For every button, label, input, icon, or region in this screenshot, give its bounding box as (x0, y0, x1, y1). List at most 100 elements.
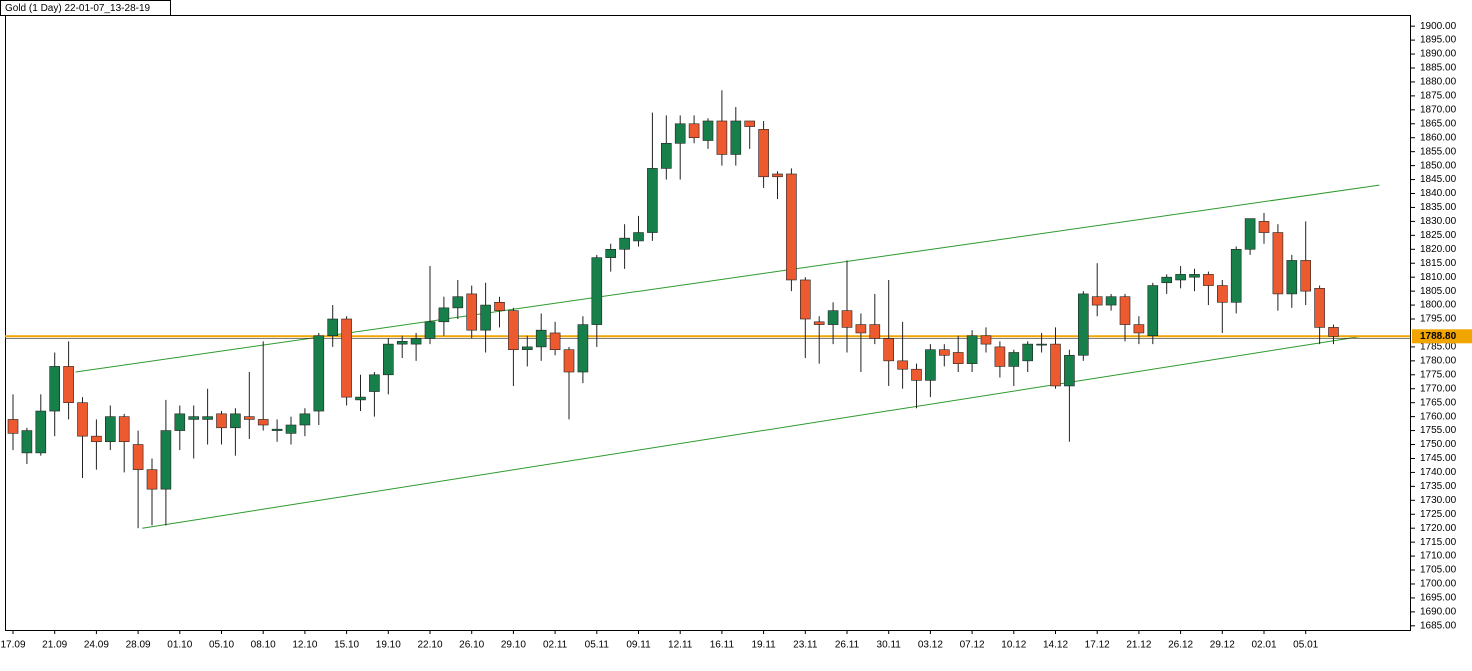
x-tick-label: 08.10 (251, 640, 276, 651)
candle-body (1119, 296, 1131, 325)
candle-body (521, 346, 533, 350)
candle-body (688, 123, 700, 139)
candle-body (1328, 327, 1339, 337)
y-tick-label: 1835.00 (1420, 202, 1457, 213)
candle-body (1272, 232, 1284, 295)
title-box (0, 0, 171, 16)
candle-body (424, 321, 436, 339)
x-tick-label: 12.11 (668, 640, 693, 651)
candle-body (535, 329, 547, 348)
candle-body (674, 123, 686, 144)
y-tick-label: 1710.00 (1420, 551, 1457, 562)
chart-title: Gold (1 Day) 22-01-07_13-28-19 (5, 3, 151, 14)
x-tick-label: 26.12 (1168, 640, 1193, 651)
candle-body (647, 168, 658, 233)
x-tick-label: 05.01 (1293, 640, 1318, 651)
candle-body (911, 368, 922, 381)
candle-body (132, 444, 144, 470)
x-tick-label: 26.11 (835, 640, 860, 651)
candle-body (1036, 343, 1047, 346)
candle-body (91, 435, 102, 443)
candle-body (619, 237, 630, 250)
x-tick-label: 19.10 (376, 640, 401, 651)
y-tick-label: 1785.00 (1420, 342, 1457, 353)
candle-body (1078, 293, 1089, 356)
candle-body (758, 129, 769, 178)
candle-body (1050, 343, 1061, 387)
candle-body (105, 416, 116, 443)
candle-body (841, 310, 853, 328)
candle-body (813, 321, 825, 325)
candle-body (786, 173, 797, 281)
candle-body (271, 428, 283, 431)
candle-body (438, 307, 450, 323)
last-price-tag (1412, 329, 1472, 344)
candle-body (938, 349, 950, 356)
candle-body (216, 413, 227, 429)
y-tick-label: 1820.00 (1420, 244, 1457, 255)
x-tick-label: 19.11 (751, 640, 776, 651)
candle-body (549, 332, 561, 350)
trend-line (75, 184, 1380, 373)
y-tick-label: 1870.00 (1420, 104, 1457, 115)
candle-body (160, 430, 172, 490)
x-tick-label: 12.10 (292, 640, 317, 651)
candle-body (591, 257, 603, 325)
candle-body (21, 430, 33, 454)
y-tick-label: 1865.00 (1420, 118, 1457, 129)
y-tick-label: 1735.00 (1420, 481, 1457, 492)
candle-body (63, 366, 74, 403)
y-tick-label: 1860.00 (1420, 132, 1457, 143)
y-tick-label: 1900.00 (1420, 21, 1457, 32)
x-tick-label: 17.09 (0, 640, 25, 651)
y-tick-label: 1755.00 (1420, 425, 1457, 436)
y-tick-label: 1745.00 (1420, 453, 1457, 464)
candle-body (1133, 324, 1145, 334)
candle-body (1217, 285, 1228, 303)
candle-body (313, 335, 325, 412)
y-tick-label: 1850.00 (1420, 160, 1457, 171)
y-tick-label: 1810.00 (1420, 272, 1457, 283)
candle-body (1314, 288, 1325, 328)
x-tick-label: 05.11 (585, 640, 610, 651)
candle-body (230, 413, 241, 429)
x-tick-label: 22.10 (417, 640, 442, 651)
candle-body (396, 341, 408, 345)
candle-body (285, 424, 297, 434)
candle-body (702, 120, 714, 141)
y-tick-label: 1775.00 (1420, 369, 1457, 380)
y-tick-label: 1730.00 (1420, 495, 1457, 506)
candle-body (1091, 296, 1103, 306)
x-tick-label: 21.12 (1126, 640, 1151, 651)
y-tick-label: 1795.00 (1420, 314, 1457, 325)
x-tick-label: 10.12 (1001, 640, 1026, 651)
candle-body (633, 232, 644, 242)
candle-body (1286, 260, 1298, 295)
y-tick-label: 1705.00 (1420, 565, 1457, 576)
candle-body (966, 335, 978, 364)
candle-body (369, 374, 380, 392)
x-tick-label: 14.12 (1043, 640, 1068, 651)
candle-body (1161, 276, 1172, 284)
candle-body (730, 120, 742, 155)
y-tick-label: 1700.00 (1420, 579, 1457, 590)
y-tick-label: 1760.00 (1420, 411, 1457, 422)
y-tick-label: 1885.00 (1420, 63, 1457, 74)
y-tick-label: 1695.00 (1420, 593, 1457, 604)
candle-body (188, 416, 199, 420)
y-tick-label: 1830.00 (1420, 216, 1457, 227)
x-tick-label: 02.11 (543, 640, 568, 651)
y-tick-label: 1880.00 (1420, 77, 1457, 88)
y-tick-label: 1890.00 (1420, 49, 1457, 60)
candle-body (1147, 285, 1159, 337)
candle-body (77, 402, 88, 437)
candle-body (1105, 296, 1117, 306)
y-tick-label: 1690.00 (1420, 607, 1457, 618)
y-tick-label: 1845.00 (1420, 174, 1457, 185)
y-tick-label: 1840.00 (1420, 188, 1457, 199)
y-tick-label: 1895.00 (1420, 35, 1457, 46)
x-tick-label: 21.09 (42, 640, 67, 651)
candle-body (355, 396, 366, 401)
candle-body (480, 304, 491, 331)
